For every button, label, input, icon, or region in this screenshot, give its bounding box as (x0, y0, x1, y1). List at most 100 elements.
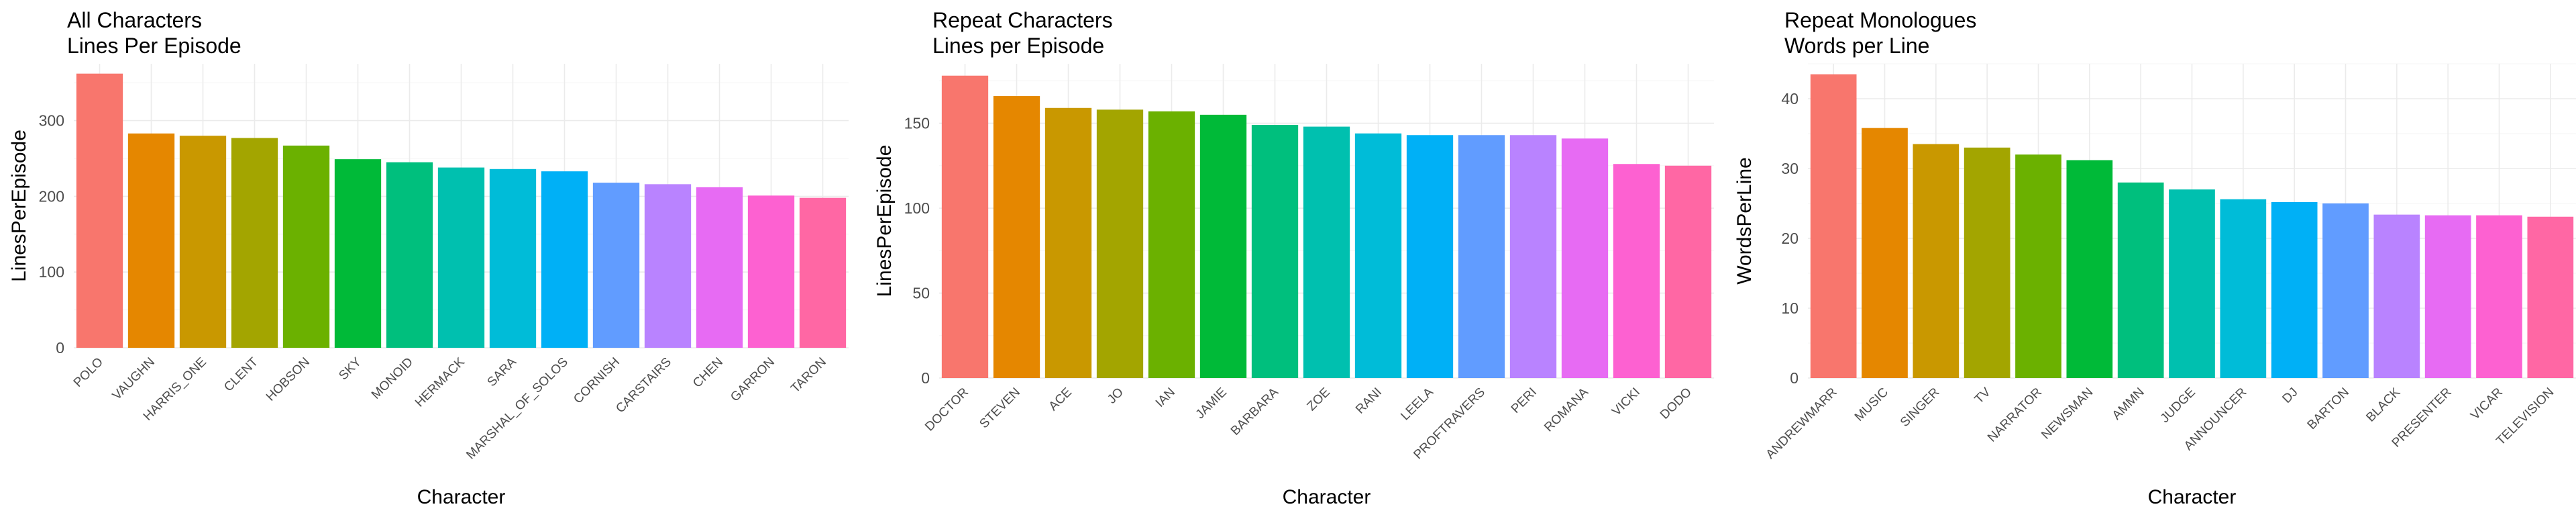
bar-peri (1509, 135, 1557, 378)
x-tick-label: DJ (2279, 385, 2300, 406)
bar-ace (1044, 107, 1092, 378)
bar-judge (2169, 189, 2215, 378)
bar-taron (799, 197, 847, 348)
bar-monoid (386, 162, 433, 348)
bar-harris-one (179, 136, 227, 348)
x-tick-label: CORNISH (571, 355, 623, 407)
x-tick-label: CLENT (221, 355, 261, 394)
chart-title: All Characters (67, 8, 202, 32)
x-tick-label: ROMANA (1542, 385, 1591, 434)
y-axis-title: WordsPerLine (1733, 157, 1756, 285)
bar-sara (489, 169, 537, 348)
bar-hermack (437, 167, 485, 348)
x-tick-label: LEELA (1398, 385, 1436, 423)
x-tick-label: JUDGE (2158, 385, 2198, 426)
y-tick-label: 150 (904, 115, 930, 132)
bar-narrator (2015, 154, 2061, 378)
x-tick-label: BARBARA (1228, 385, 1281, 438)
x-tick-label: HERMACK (413, 355, 468, 410)
bar-clent (231, 138, 278, 348)
x-tick-label: JO (1105, 385, 1126, 407)
bar-hobson (282, 145, 330, 348)
x-tick-label: TARON (788, 355, 829, 396)
y-tick-label: 300 (39, 112, 64, 130)
y-tick-label: 200 (39, 187, 64, 205)
chart-subtitle: Lines Per Episode (67, 34, 241, 58)
bar-carstairs (644, 184, 692, 348)
bar-romana (1561, 138, 1609, 378)
bar-ammn (2117, 182, 2164, 378)
y-tick-label: 0 (56, 339, 64, 357)
x-tick-label: VAUGHN (110, 355, 158, 403)
y-tick-label: 30 (1781, 160, 1799, 177)
bar-andrewmarr (1810, 74, 1857, 378)
bar-vicki (1613, 164, 1660, 378)
y-tick-label: 20 (1781, 230, 1799, 247)
y-tick-label: 10 (1781, 299, 1799, 317)
x-tick-label: DODO (1658, 385, 1695, 422)
x-axis-title: Character (1283, 486, 1371, 508)
x-tick-label: HOBSON (264, 355, 313, 404)
bar-television (2527, 216, 2574, 378)
bar-barton (2322, 203, 2369, 378)
x-tick-label: CHEN (690, 355, 726, 391)
x-tick-label: RANI (1353, 385, 1385, 417)
y-tick-label: 100 (39, 263, 64, 281)
bar-ian (1148, 111, 1195, 378)
x-axis-title: Character (2148, 486, 2237, 508)
chart-subtitle: Lines per Episode (932, 34, 1104, 58)
x-tick-label: TV (1972, 385, 1994, 406)
bar-polo (76, 73, 123, 348)
x-tick-label: POLO (71, 355, 106, 390)
bar-presenter (2424, 215, 2471, 378)
x-tick-label: AMMN (2110, 385, 2147, 423)
x-tick-label: MUSIC (1852, 385, 1891, 424)
x-tick-label: ZOE (1305, 385, 1333, 414)
x-tick-label: BARTON (2305, 385, 2352, 432)
bar-doctor (941, 75, 989, 379)
x-tick-label: SARA (485, 355, 520, 389)
bar-vaughn (127, 133, 175, 348)
y-tick-label: 40 (1781, 90, 1799, 107)
y-tick-label: 100 (904, 199, 930, 217)
x-tick-label: PERI (1509, 385, 1540, 416)
y-tick-label: 0 (921, 369, 930, 387)
x-tick-label: STEVEN (977, 385, 1023, 432)
x-tick-label: ANDREWMARR (1764, 385, 1840, 462)
bar-music (1862, 128, 1908, 378)
bar-cornish (592, 183, 640, 348)
bar-marshal-of-solos (541, 171, 588, 348)
bar-tv (1964, 147, 2010, 379)
bar-newsman (2066, 160, 2113, 378)
bar-chen (696, 187, 743, 348)
bar-garron (747, 195, 795, 348)
bar-leela (1406, 135, 1454, 378)
bar-proftravers (1458, 135, 1505, 378)
x-tick-label: MONOID (369, 355, 416, 402)
y-axis-title: LinesPerEpisode (873, 145, 896, 297)
x-tick-label: GARRON (728, 355, 777, 405)
x-tick-label: VICKI (1609, 385, 1643, 419)
y-axis-title: LinesPerEpisode (8, 130, 30, 282)
y-tick-label: 50 (912, 285, 930, 302)
x-tick-label: MARSHAL_OF_SOLOS (464, 355, 571, 463)
x-tick-label: SINGER (1898, 385, 1942, 430)
x-tick-label: ACE (1046, 385, 1075, 414)
bar-rani (1354, 133, 1402, 378)
chart-panel-2: 0 50 100 150 DOCTOR STEVEN ACE JO IAN JAMIEBARBAR… (873, 8, 1714, 508)
x-tick-label: NARRATOR (1985, 385, 2045, 445)
bar-sky (334, 159, 382, 348)
x-tick-label: JAMIE (1193, 385, 1230, 422)
y-tick-label: 0 (1790, 369, 1799, 387)
chart-subtitle: Words per Line (1784, 34, 1929, 58)
x-tick-label: BLACK (2363, 385, 2403, 424)
x-tick-label: CARSTAIRS (613, 355, 674, 416)
x-tick-label: IAN (1153, 385, 1178, 410)
chart-title: Repeat Characters (932, 8, 1113, 32)
x-tick-label: DOCTOR (922, 385, 971, 434)
x-tick-label: NEWSMAN (2039, 385, 2096, 442)
bar-zoe (1303, 126, 1350, 378)
